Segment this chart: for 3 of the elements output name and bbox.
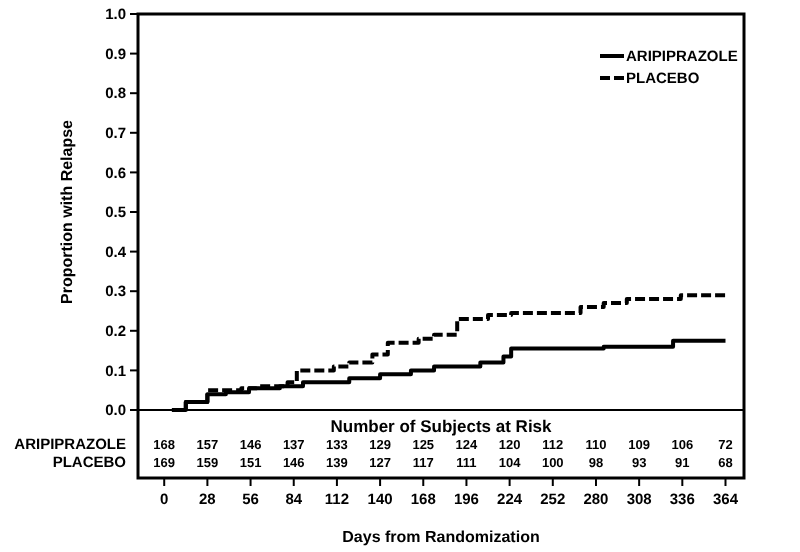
x-axis-title: Days from Randomization — [342, 528, 540, 546]
y-axis-title: Proportion with Relapse — [58, 118, 76, 305]
text: Number of Subjects at Risk — [330, 416, 553, 436]
